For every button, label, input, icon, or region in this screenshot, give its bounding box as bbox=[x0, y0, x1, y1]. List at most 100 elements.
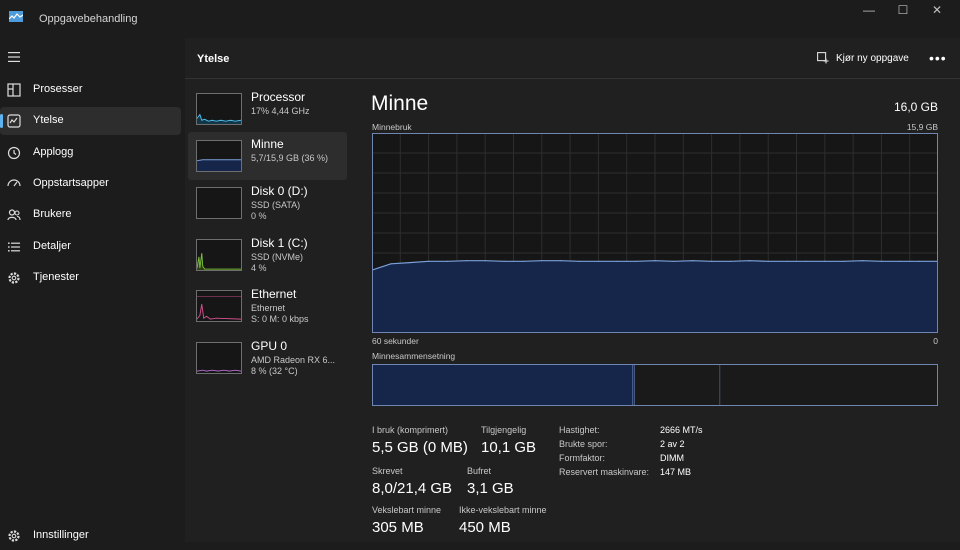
resource-item-memory[interactable]: Minne 5,7/15,9 GB (36 %) bbox=[188, 132, 347, 180]
settings-gear-icon bbox=[8, 530, 20, 542]
resource-name: Disk 0 (D:) bbox=[251, 184, 308, 198]
resource-detail: 4 % bbox=[251, 263, 267, 273]
nav-item-services[interactable]: Tjenester bbox=[0, 264, 181, 292]
nav-item-startup-apps[interactable]: Oppstartsapper bbox=[0, 170, 181, 198]
memory-usage-point bbox=[616, 260, 618, 262]
memory-usage-point bbox=[729, 260, 732, 262]
details-icon bbox=[8, 242, 20, 252]
task-manager-icon bbox=[9, 11, 23, 22]
memory-usage-graph bbox=[372, 133, 938, 333]
time-axis-label: 60 sekunder bbox=[372, 336, 419, 346]
stat-value-paged-pool: 305 MB bbox=[372, 519, 424, 536]
startup-icon bbox=[7, 179, 21, 187]
performance-icon bbox=[7, 114, 21, 128]
resource-name: GPU 0 bbox=[251, 339, 288, 353]
stat-label-committed: Skrevet bbox=[372, 466, 403, 476]
resource-item-disk1[interactable]: Disk 1 (C:) SSD (NVMe) 4 % bbox=[188, 231, 347, 279]
memory-usage-point bbox=[880, 260, 882, 262]
main-content: Ytelse Kjør ny oppgave ••• Processor 17%… bbox=[185, 38, 960, 542]
nav-label: Brukere bbox=[33, 208, 72, 220]
close-button[interactable]: ✕ bbox=[931, 3, 943, 17]
nav-item-app-history[interactable]: Applogg bbox=[0, 139, 181, 167]
memory-usage-point bbox=[711, 260, 713, 262]
nav-label: Applogg bbox=[33, 146, 74, 158]
memory-usage-area bbox=[372, 260, 938, 333]
hamburger-menu-icon[interactable] bbox=[8, 52, 20, 62]
resource-detail: SSD (NVMe) bbox=[251, 252, 304, 262]
memory-usage-point bbox=[597, 260, 599, 262]
resource-detail: 5,7/15,9 GB (36 %) bbox=[251, 153, 329, 163]
nav-label: Prosesser bbox=[33, 83, 83, 95]
composition-border bbox=[372, 364, 938, 406]
nav-item-users[interactable]: Brukere bbox=[0, 201, 181, 229]
history-icon bbox=[7, 146, 21, 160]
stat-value-nonpaged-pool: 450 MB bbox=[459, 519, 511, 536]
memory-usage-point bbox=[390, 263, 392, 265]
nav-label: Detaljer bbox=[33, 240, 71, 252]
memory-usage-point bbox=[465, 260, 467, 262]
memory-usage-max: 15,9 GB bbox=[906, 122, 938, 132]
run-task-label: Kjør ny oppgave bbox=[836, 53, 909, 64]
composition-segment bbox=[632, 364, 635, 406]
memory-usage-point bbox=[635, 260, 637, 262]
processor-thumbnail-graph bbox=[196, 93, 242, 125]
memory-usage-point bbox=[409, 261, 411, 264]
memory-usage-point bbox=[824, 260, 826, 262]
resource-item-processor[interactable]: Processor 17% 4,44 GHz bbox=[188, 85, 347, 133]
nav-item-performance[interactable]: Ytelse bbox=[0, 107, 181, 135]
stat-value-available: 10,1 GB bbox=[481, 439, 537, 456]
graph-border bbox=[372, 133, 938, 333]
stat-label-in-use: I bruk (komprimert) bbox=[372, 425, 449, 435]
disk0-thumbnail-graph bbox=[196, 187, 242, 219]
more-options-icon[interactable]: ••• bbox=[929, 50, 947, 66]
memory-usage-point bbox=[692, 260, 694, 262]
composition-segment bbox=[372, 364, 633, 406]
navigation-pane: Prosesser Ytelse Applogg Oppstartsapper … bbox=[0, 38, 185, 542]
total-memory: 16,0 GB bbox=[893, 100, 938, 114]
nav-item-details[interactable]: Detaljer bbox=[0, 233, 181, 261]
memory-usage-point bbox=[522, 260, 524, 262]
memory-usage-point bbox=[446, 260, 449, 262]
composition-label: Minnesammensetning bbox=[372, 351, 456, 361]
spec-label-form-factor: Formfaktor: bbox=[559, 453, 606, 463]
maximize-button[interactable]: ☐ bbox=[897, 3, 909, 17]
nav-item-settings[interactable]: Innstillinger bbox=[0, 522, 181, 550]
processes-icon bbox=[7, 83, 21, 97]
spec-value-slots: 2 av 2 bbox=[660, 439, 685, 449]
stat-label-paged-pool: Vekslebart minne bbox=[372, 505, 442, 515]
minimize-button[interactable]: — bbox=[863, 3, 875, 17]
content-header: Ytelse Kjør ny oppgave ••• bbox=[185, 38, 960, 79]
resource-item-ethernet[interactable]: Ethernet Ethernet S: 0 M: 0 kbps bbox=[188, 282, 347, 330]
memory-usage-point bbox=[899, 260, 901, 262]
window-title: Oppgavebehandling bbox=[39, 13, 138, 25]
spec-value-reserved: 147 MB bbox=[660, 467, 692, 477]
stat-value-cached: 3,1 GB bbox=[467, 480, 514, 497]
resource-detail: 0 % bbox=[251, 211, 267, 221]
resource-name: Processor bbox=[251, 90, 306, 104]
resource-detail: Ethernet bbox=[251, 303, 286, 313]
resource-detail: S: 0 M: 0 kbps bbox=[251, 314, 309, 324]
spec-label-reserved: Reservert maskinvare: bbox=[559, 467, 650, 477]
services-icon bbox=[8, 272, 20, 284]
ethernet-thumbnail-graph bbox=[196, 290, 242, 322]
resource-item-disk0[interactable]: Disk 0 (D:) SSD (SATA) 0 % bbox=[188, 179, 347, 227]
spec-label-slots: Brukte spor: bbox=[559, 439, 608, 449]
memory-usage-point bbox=[861, 260, 864, 262]
composition-segment bbox=[634, 364, 721, 406]
memory-usage-point bbox=[484, 260, 486, 262]
resource-detail: SSD (SATA) bbox=[251, 200, 301, 210]
users-icon bbox=[7, 209, 21, 221]
time-axis-zero: 0 bbox=[933, 336, 938, 346]
memory-usage-point bbox=[918, 260, 920, 262]
nav-item-processes[interactable]: Prosesser bbox=[0, 76, 181, 104]
memory-usage-point bbox=[541, 260, 543, 262]
spec-label-speed: Hastighet: bbox=[559, 425, 600, 435]
gpu-thumbnail-graph bbox=[196, 342, 242, 374]
spec-value-speed: 2666 MT/s bbox=[660, 425, 703, 435]
memory-usage-point bbox=[428, 260, 430, 262]
resource-item-gpu0[interactable]: GPU 0 AMD Radeon RX 6... 8 % (32 °C) bbox=[188, 334, 347, 382]
nav-label: Tjenester bbox=[33, 271, 79, 283]
memory-usage-point bbox=[767, 260, 769, 262]
run-task-icon bbox=[817, 52, 829, 64]
disk1-thumbnail-graph bbox=[196, 239, 242, 271]
